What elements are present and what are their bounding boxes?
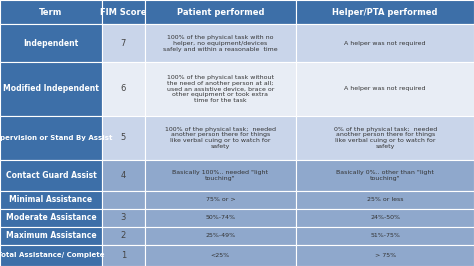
Text: Minimal Assistance: Minimal Assistance — [9, 196, 92, 204]
Text: Modified Independent: Modified Independent — [3, 84, 99, 93]
Text: 25%-49%: 25%-49% — [205, 233, 236, 238]
Text: Independent: Independent — [23, 39, 79, 48]
Bar — [296, 0, 474, 24]
Bar — [102, 245, 145, 266]
Text: 50%-74%: 50%-74% — [205, 215, 236, 220]
Bar — [296, 227, 474, 245]
Bar — [0, 116, 102, 160]
Bar — [0, 62, 102, 116]
Text: Moderate Assistance: Moderate Assistance — [6, 213, 96, 222]
Text: Supervision or Stand By Assist: Supervision or Stand By Assist — [0, 135, 112, 141]
Bar — [296, 24, 474, 62]
Text: 7: 7 — [120, 39, 126, 48]
Bar — [145, 24, 296, 62]
Bar — [0, 191, 102, 209]
Bar — [296, 160, 474, 191]
Text: Patient performed: Patient performed — [177, 8, 264, 17]
Text: Basically 100%.. needed "light
touching": Basically 100%.. needed "light touching" — [173, 170, 268, 181]
Bar — [145, 209, 296, 227]
Text: Maximum Assistance: Maximum Assistance — [6, 231, 96, 240]
Text: Basically 0%.. other than "light
touching": Basically 0%.. other than "light touchin… — [336, 170, 434, 181]
Bar — [0, 160, 102, 191]
Bar — [145, 62, 296, 116]
Text: 24%-50%: 24%-50% — [370, 215, 400, 220]
Text: 100% of the physical task;  needed
another person there for things
like verbal c: 100% of the physical task; needed anothe… — [165, 127, 276, 149]
Text: 3: 3 — [120, 213, 126, 222]
Text: A helper was not required: A helper was not required — [345, 86, 426, 92]
Bar — [0, 227, 102, 245]
Bar — [0, 0, 102, 24]
Bar — [102, 62, 145, 116]
Bar — [102, 0, 145, 24]
Text: Term: Term — [39, 8, 63, 17]
Bar — [145, 245, 296, 266]
Bar — [296, 209, 474, 227]
Bar — [102, 227, 145, 245]
Bar — [0, 24, 102, 62]
Text: 0% of the physical task;  needed
another person there for things
like verbal cui: 0% of the physical task; needed another … — [334, 127, 437, 149]
Text: <25%: <25% — [211, 253, 230, 258]
Bar — [296, 191, 474, 209]
Text: FIM Score: FIM Score — [100, 8, 146, 17]
Bar — [296, 116, 474, 160]
Bar — [102, 191, 145, 209]
Text: 100% of the physical task without
the need of another person at all;
used an ass: 100% of the physical task without the ne… — [167, 75, 274, 103]
Bar — [145, 0, 296, 24]
Text: Total Assistance/ Complete: Total Assistance/ Complete — [0, 252, 105, 258]
Bar — [145, 227, 296, 245]
Bar — [145, 191, 296, 209]
Text: 2: 2 — [120, 231, 126, 240]
Bar — [296, 62, 474, 116]
Text: > 75%: > 75% — [374, 253, 396, 258]
Text: 6: 6 — [120, 84, 126, 93]
Text: 75% or >: 75% or > — [206, 197, 235, 202]
Text: 51%-75%: 51%-75% — [370, 233, 400, 238]
Text: 100% of the physical task with no
helper, no equipment/devices
safely and within: 100% of the physical task with no helper… — [163, 35, 278, 52]
Bar — [145, 116, 296, 160]
Bar — [0, 245, 102, 266]
Text: 5: 5 — [120, 133, 126, 142]
Bar — [102, 160, 145, 191]
Text: 25% or less: 25% or less — [367, 197, 403, 202]
Text: Helper/PTA performed: Helper/PTA performed — [332, 8, 438, 17]
Bar — [102, 24, 145, 62]
Bar — [145, 160, 296, 191]
Text: A helper was not required: A helper was not required — [345, 41, 426, 46]
Text: 1: 1 — [120, 251, 126, 260]
Text: Contact Guard Assist: Contact Guard Assist — [6, 171, 96, 180]
Bar — [102, 116, 145, 160]
Text: 4: 4 — [120, 171, 126, 180]
Bar — [102, 209, 145, 227]
Bar — [0, 209, 102, 227]
Bar — [296, 245, 474, 266]
